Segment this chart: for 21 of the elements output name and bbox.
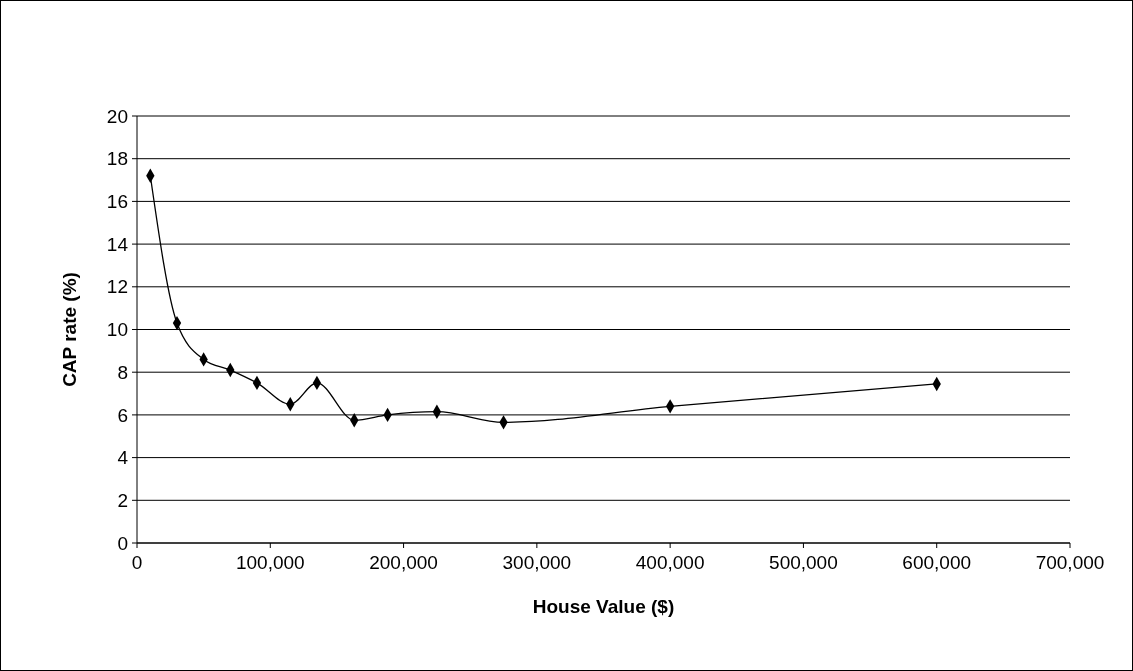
y-tick-label: 20 (106, 105, 128, 127)
y-tick-label: 18 (106, 148, 128, 170)
y-tick-label: 10 (106, 319, 128, 341)
y-tick-label: 0 (117, 532, 128, 554)
x-axis-title: House Value ($) (532, 596, 675, 617)
x-tick-label: 600,000 (902, 552, 972, 573)
x-tick-label: 100,000 (235, 552, 305, 573)
x-tick-label: 400,000 (635, 552, 705, 573)
y-tick-label: 16 (106, 191, 128, 213)
x-tick-label: 300,000 (502, 552, 572, 573)
x-tick-label: 200,000 (369, 552, 438, 573)
y-tick-label: 4 (117, 447, 129, 469)
y-axis-title: CAP rate (%) (59, 272, 80, 387)
y-tick-label: 14 (106, 233, 129, 255)
x-tick-label: 700,000 (1035, 552, 1105, 573)
x-tick-label: 500,000 (769, 552, 838, 573)
y-tick-label: 12 (106, 276, 128, 298)
y-tick-label: 2 (117, 489, 128, 511)
y-tick-label: 6 (117, 404, 128, 426)
y-tick-label: 8 (117, 361, 128, 383)
x-tick-label: 0 (131, 552, 143, 573)
